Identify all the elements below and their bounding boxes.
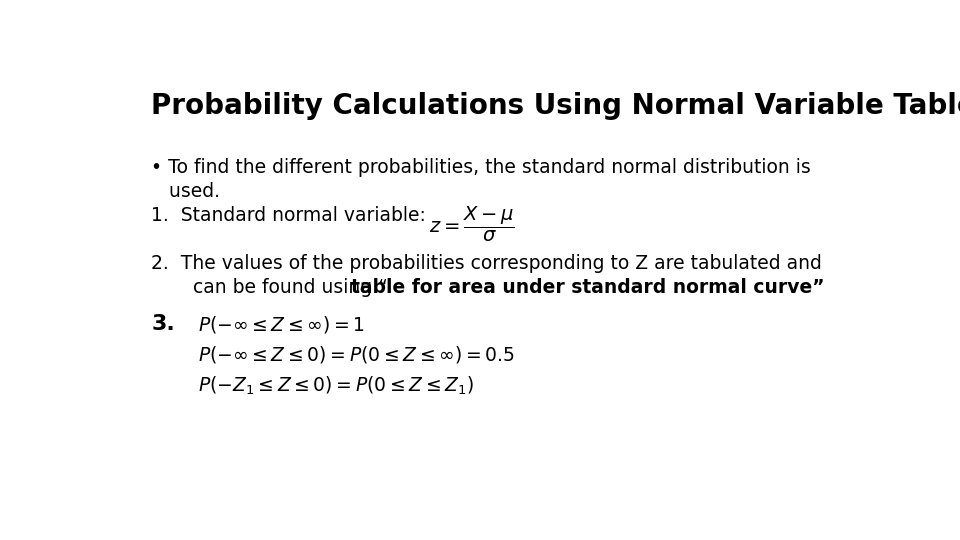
Text: used.: used. — [152, 182, 220, 201]
Text: can be found using “: can be found using “ — [152, 278, 388, 297]
Text: table for area under standard normal curve”: table for area under standard normal cur… — [350, 278, 824, 297]
Text: $P(-\infty \leq Z \leq 0) = P(0 \leq Z \leq \infty) = 0.5$: $P(-\infty \leq Z \leq 0) = P(0 \leq Z \… — [198, 344, 515, 365]
Text: • To find the different probabilities, the standard normal distribution is: • To find the different probabilities, t… — [152, 158, 811, 177]
Text: Probability Calculations Using Normal Variable Table: Probability Calculations Using Normal Va… — [152, 92, 960, 120]
Text: 2.  The values of the probabilities corresponding to Z are tabulated and: 2. The values of the probabilities corre… — [152, 254, 822, 273]
Text: $P(-Z_1 \leq Z \leq 0) = P(0 \leq Z \leq Z_1)$: $P(-Z_1 \leq Z \leq 0) = P(0 \leq Z \leq… — [198, 375, 474, 397]
Text: $z = \dfrac{X - \mu}{\sigma}$: $z = \dfrac{X - \mu}{\sigma}$ — [429, 205, 515, 244]
Text: 1.  Standard normal variable:: 1. Standard normal variable: — [152, 206, 426, 225]
Text: $P(-\infty \leq Z \leq \infty) = 1$: $P(-\infty \leq Z \leq \infty) = 1$ — [198, 314, 365, 335]
Text: 3.: 3. — [152, 314, 175, 334]
